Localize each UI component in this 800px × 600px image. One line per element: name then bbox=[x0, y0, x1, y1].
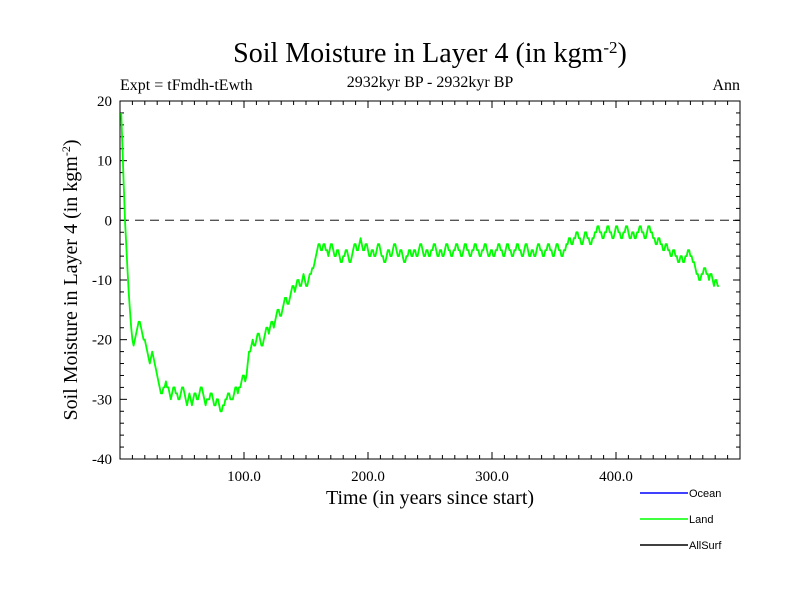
legend-label-allsurf: AllSurf bbox=[689, 540, 722, 552]
x-axis-title: Time (in years since start) bbox=[326, 487, 534, 509]
x-tick-label: 400.0 bbox=[599, 469, 633, 485]
x-tick-label: 100.0 bbox=[227, 469, 261, 485]
legend: Ocean Land AllSurf bbox=[640, 488, 722, 552]
y-tick-label: -20 bbox=[92, 333, 112, 349]
y-axis: -40 -30 -20 -10 0 10 20 bbox=[92, 94, 740, 468]
legend-label-land: Land bbox=[689, 514, 713, 526]
x-tick-label: 300.0 bbox=[475, 469, 509, 485]
plot-frame bbox=[119, 100, 741, 460]
y-tick-label: 0 bbox=[105, 213, 113, 229]
experiment-label: Expt = tFmdh-tEwth bbox=[120, 77, 253, 94]
chart-title: Soil Moisture in Layer 4 (in kgm-2) bbox=[233, 38, 627, 70]
y-tick-label: 20 bbox=[97, 94, 112, 110]
legend-label-ocean: Ocean bbox=[689, 488, 721, 500]
x-tick-label: 200.0 bbox=[351, 469, 385, 485]
chart-subtitle: 2932kyr BP - 2932kyr BP bbox=[347, 74, 514, 91]
x-axis: 100.0 200.0 300.0 400.0 bbox=[131, 101, 729, 485]
land-series-line bbox=[120, 112, 719, 413]
season-label: Ann bbox=[712, 77, 740, 94]
y-tick-label: 10 bbox=[97, 154, 112, 170]
y-tick-label: -30 bbox=[92, 392, 112, 408]
y-axis-title: Soil Moisture in Layer 4 (in kgm-2) bbox=[59, 139, 82, 420]
y-tick-label: -10 bbox=[92, 273, 112, 289]
y-tick-label: -40 bbox=[92, 452, 112, 468]
